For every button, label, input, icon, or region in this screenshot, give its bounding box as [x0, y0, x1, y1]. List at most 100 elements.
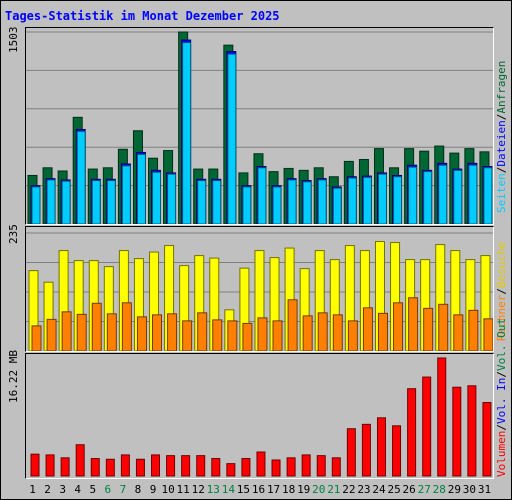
bar-rechner-day-28 — [438, 303, 449, 351]
x-tick-label-day-9: 9 — [149, 483, 157, 496]
x-tick-label-day-27: 27 — [417, 483, 431, 496]
x-tick-label-day-28: 28 — [432, 483, 446, 496]
x-tick-label-day-18: 18 — [282, 483, 296, 496]
x-tick-label-day-1: 1 — [29, 483, 36, 496]
bar-besuche-day-27 — [420, 259, 431, 351]
bar-rechner-day-17 — [272, 320, 283, 351]
bar-seiten-day-23 — [362, 176, 372, 224]
legend-separator: / — [495, 166, 508, 174]
x-tick-label-day-8: 8 — [134, 483, 142, 496]
volume-chart-panel — [25, 353, 494, 479]
bar-volumen-day-9 — [151, 454, 161, 477]
chart-title: Tages-Statistik im Monat Dezember 2025 — [5, 9, 280, 23]
bar-volumen-day-13 — [211, 458, 221, 477]
bar-volumen-day-10 — [166, 455, 176, 477]
bar-besuche-day-30 — [465, 259, 476, 351]
x-tick-label-day-19: 19 — [297, 483, 311, 496]
bar-rechner-day-27 — [423, 307, 434, 351]
y-max-label-visits: 235 — [7, 224, 20, 244]
bar-besuche-day-28 — [435, 244, 446, 351]
bar-seiten-day-15 — [242, 186, 252, 224]
bar-seiten-day-25 — [393, 176, 403, 224]
bar-volumen-day-1 — [30, 453, 40, 477]
bar-volumen-day-5 — [90, 458, 100, 477]
bar-seiten-day-31 — [483, 167, 493, 224]
bar-volumen-day-6 — [105, 458, 115, 477]
x-tick-label-day-29: 29 — [447, 483, 461, 496]
bar-volumen-day-28 — [437, 357, 447, 477]
bar-seiten-day-29 — [453, 169, 463, 224]
x-tick-label-day-16: 16 — [251, 483, 266, 496]
x-tick-label-day-6: 6 — [104, 483, 112, 496]
y-max-label-volume: 16.22 MB — [7, 350, 20, 403]
legend-label-vol-in: Vol. In — [495, 377, 508, 425]
x-tick-label-day-30: 30 — [462, 483, 477, 496]
bar-besuche-day-22 — [344, 245, 355, 351]
bar-seiten-day-11 — [182, 42, 192, 224]
legend-label-visits: Besuche — [495, 241, 508, 289]
bar-volumen-day-18 — [286, 457, 296, 477]
bar-volumen-day-14 — [226, 463, 236, 477]
x-tick-label-day-31: 31 — [477, 483, 492, 496]
bar-seiten-day-1 — [31, 186, 41, 224]
legend-label-volume: Volumen — [495, 430, 508, 477]
bar-volumen-day-8 — [135, 458, 145, 477]
bar-volumen-day-27 — [422, 376, 432, 477]
bar-rechner-day-9 — [152, 314, 163, 351]
bar-seiten-day-2 — [46, 179, 56, 224]
bar-seiten-day-27 — [423, 171, 433, 224]
bar-besuche-day-2 — [43, 281, 54, 351]
legend-separator: / — [495, 113, 508, 121]
bar-volumen-day-31 — [482, 402, 492, 477]
bar-volumen-day-2 — [45, 454, 55, 477]
x-tick-label-day-13: 13 — [206, 483, 220, 496]
legend-label-requests: Anfragen — [495, 60, 508, 114]
x-tick-label-day-4: 4 — [74, 483, 82, 496]
x-tick-label-day-26: 26 — [402, 483, 416, 496]
bar-seiten-day-7 — [121, 165, 131, 224]
bar-rechner-day-18 — [287, 299, 298, 351]
legend-label-pages: Seiten — [495, 173, 508, 213]
bar-rechner-day-24 — [377, 312, 388, 351]
bar-volumen-day-20 — [316, 455, 326, 477]
x-tick-label-day-24: 24 — [372, 483, 386, 496]
bar-volumen-day-29 — [452, 386, 462, 477]
requests-chart — [26, 31, 493, 224]
bar-rechner-day-7 — [121, 302, 132, 351]
bar-rechner-day-13 — [212, 319, 223, 351]
bar-volumen-day-22 — [346, 428, 356, 477]
bar-seiten-day-8 — [136, 153, 146, 224]
x-tick-label-day-12: 12 — [191, 483, 205, 496]
bar-seiten-day-17 — [272, 186, 282, 224]
bar-rechner-day-16 — [257, 317, 268, 351]
legend-separator: / — [495, 288, 508, 295]
legend-separator: / — [495, 424, 508, 431]
bar-volumen-day-3 — [60, 457, 70, 477]
bar-volumen-day-11 — [181, 455, 191, 477]
bar-rechner-day-3 — [61, 311, 72, 351]
x-tick-label-day-25: 25 — [387, 483, 401, 496]
bar-seiten-day-28 — [438, 164, 448, 224]
bar-seiten-day-9 — [152, 171, 162, 224]
bar-seiten-day-13 — [212, 180, 222, 224]
bar-seiten-day-21 — [332, 187, 342, 224]
bar-seiten-day-4 — [76, 130, 86, 224]
bar-seiten-day-6 — [106, 180, 116, 224]
x-tick-label-day-17: 17 — [266, 483, 281, 496]
bar-volumen-day-4 — [75, 444, 85, 477]
bar-besuche-day-9 — [149, 251, 160, 351]
bar-volumen-day-19 — [301, 454, 311, 477]
bar-rechner-day-12 — [197, 312, 208, 351]
bar-rechner-day-8 — [136, 316, 147, 351]
bar-besuche-day-17 — [269, 257, 280, 351]
bar-rechner-day-30 — [468, 309, 479, 351]
x-tick-label-day-3: 3 — [59, 483, 66, 496]
volume-chart — [30, 357, 492, 477]
series-legend-requests: Seiten/Dateien/Anfragen — [495, 61, 508, 213]
bar-volumen-day-15 — [241, 458, 251, 477]
bar-seiten-day-26 — [408, 166, 418, 224]
x-tick-label-day-10: 10 — [161, 483, 175, 496]
bar-besuche-day-10 — [164, 245, 175, 351]
bar-rechner-day-20 — [317, 312, 328, 351]
